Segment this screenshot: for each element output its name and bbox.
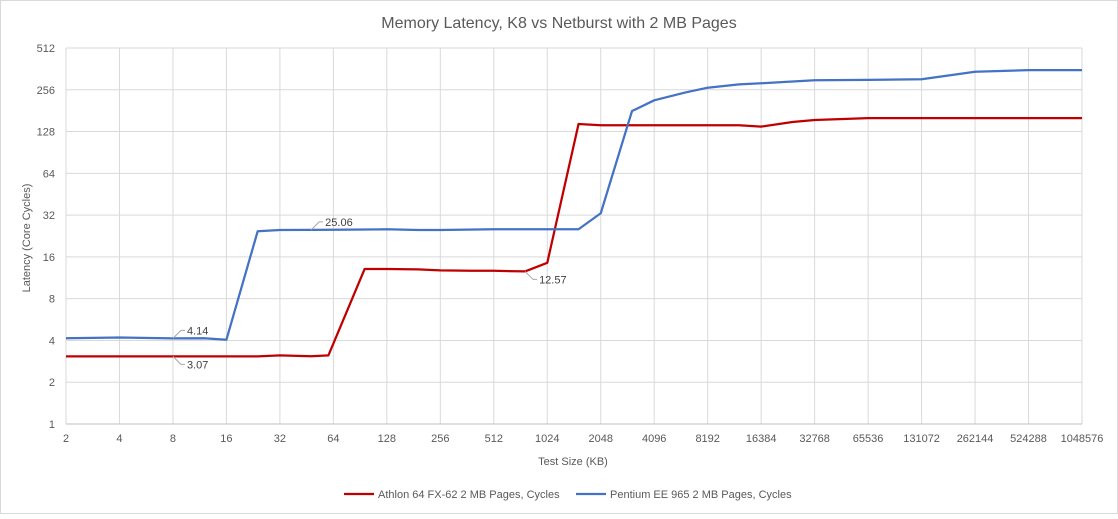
x-tick-label: 64 [327,433,339,445]
y-tick-label: 2 [49,377,55,389]
x-tick-label: 1024 [535,433,559,445]
y-tick-label: 512 [37,43,55,55]
y-tick-label: 8 [49,294,55,306]
x-tick-label: 16384 [746,433,777,445]
x-tick-label: 8 [170,433,176,445]
x-tick-label: 65536 [853,433,884,445]
x-tick-label: 4 [116,433,122,445]
legend-entry: Athlon 64 FX-62 2 MB Pages, Cycles [378,489,560,501]
x-tick-label: 256 [431,433,449,445]
x-tick-label: 512 [485,433,503,445]
legend-entry: Pentium EE 965 2 MB Pages, Cycles [610,489,792,501]
y-tick-label: 64 [43,168,55,180]
x-tick-label: 32768 [799,433,830,445]
y-tick-label: 32 [43,210,55,222]
data-label: 12.57 [539,274,567,286]
x-tick-label: 2048 [588,433,612,445]
x-axis-title: Test Size (KB) [538,456,608,468]
chart-title: Memory Latency, K8 vs Netburst with 2 MB… [381,15,736,32]
x-tick-label: 1048576 [1061,433,1104,445]
y-tick-label: 128 [37,127,55,139]
x-tick-label: 32 [274,433,286,445]
x-tick-label: 2 [63,433,69,445]
data-label: 3.07 [187,359,208,371]
y-axis-title: Latency (Core Cycles) [21,184,33,293]
data-label: 4.14 [187,325,208,337]
y-tick-label: 16 [43,252,55,264]
y-tick-label: 256 [37,85,55,97]
y-tick-label: 1 [49,419,55,431]
x-tick-label: 4096 [642,433,666,445]
x-tick-label: 524288 [1010,433,1047,445]
x-tick-label: 131072 [903,433,940,445]
y-tick-label: 4 [49,335,55,347]
x-tick-label: 8192 [695,433,719,445]
x-tick-label: 16 [220,433,232,445]
data-label: 25.06 [325,217,353,229]
x-tick-label: 128 [378,433,396,445]
x-tick-label: 262144 [957,433,994,445]
